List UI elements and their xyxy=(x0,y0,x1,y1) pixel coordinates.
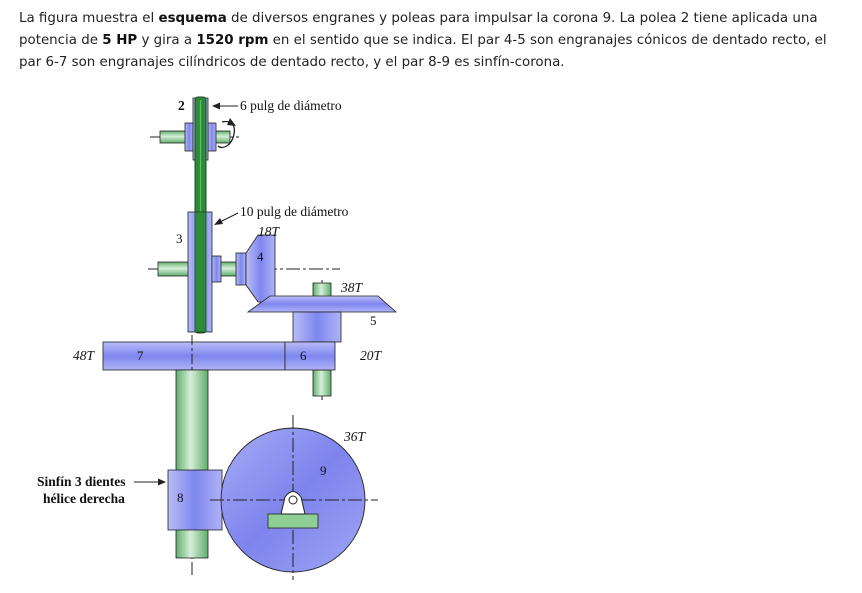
para-bold-esquema: esquema xyxy=(158,11,227,26)
pulley-2-number: 2 xyxy=(178,98,185,113)
gear-4-hub xyxy=(235,252,247,286)
pulley-2-diameter-label: 6 pulg de diámetro xyxy=(240,98,342,113)
para-text-1: La figura muestra el xyxy=(19,11,159,26)
para-text-4: en el sentido que se indica. El par 4-5 … xyxy=(19,33,827,70)
leader-lines xyxy=(134,102,239,486)
para-bold-power: 5 HP xyxy=(102,33,138,48)
pulley-3-diameter-label: 10 pulg de diámetro xyxy=(240,204,349,219)
shaft-5-bottom xyxy=(312,369,332,397)
gear-5-teeth-label: 38T xyxy=(340,280,364,295)
gear-5-hub xyxy=(292,311,342,343)
pulley-3-hub xyxy=(211,255,222,283)
gear-5-assembly xyxy=(246,280,398,400)
rotation-arrow-icon xyxy=(217,120,236,149)
worm-number: 8 xyxy=(177,490,184,505)
gear-9-axle xyxy=(288,495,298,505)
gear-9-number: 9 xyxy=(320,463,327,478)
gear-4-number: 4 xyxy=(257,249,264,264)
para-bold-speed: 1520 rpm xyxy=(196,33,269,48)
gear-6 xyxy=(284,341,336,371)
worm-assembly xyxy=(167,369,223,575)
gear-4 xyxy=(245,234,276,303)
pulley-3-belt-overlay xyxy=(194,211,207,333)
gear-7-teeth-label: 48T xyxy=(73,348,96,363)
worm-wheel-assembly xyxy=(210,415,378,580)
para-text-3: y gira a xyxy=(137,33,197,48)
worm-description-line-1: Sinfín 3 dientes xyxy=(37,474,126,489)
worm-description-line-2: hélice derecha xyxy=(43,491,125,506)
problem-statement: La figura muestra el esquema de diversos… xyxy=(19,8,847,74)
gear-6-number: 6 xyxy=(300,348,307,363)
pulley-2-hub-right xyxy=(207,122,217,152)
shaft-5-top xyxy=(312,282,332,298)
gear-5-number: 5 xyxy=(370,313,377,328)
gear-6-teeth-label: 20T xyxy=(360,348,383,363)
gear-9-base xyxy=(267,513,319,529)
gear-7 xyxy=(102,341,286,371)
gear-7-number: 7 xyxy=(137,348,144,363)
spur-gear-pair xyxy=(102,335,336,378)
rotation-arrowhead-icon xyxy=(227,118,236,126)
gear-4-teeth-label: 18T xyxy=(258,224,281,239)
pulley-2-hub xyxy=(184,122,194,152)
pulley-3-number: 3 xyxy=(176,231,183,246)
gear-9-teeth-label: 36T xyxy=(343,429,367,444)
gear-5 xyxy=(246,295,398,313)
para-text-2: de diversos engranes y poleas para impul… xyxy=(19,11,818,48)
pulley-3-assembly xyxy=(148,211,340,333)
